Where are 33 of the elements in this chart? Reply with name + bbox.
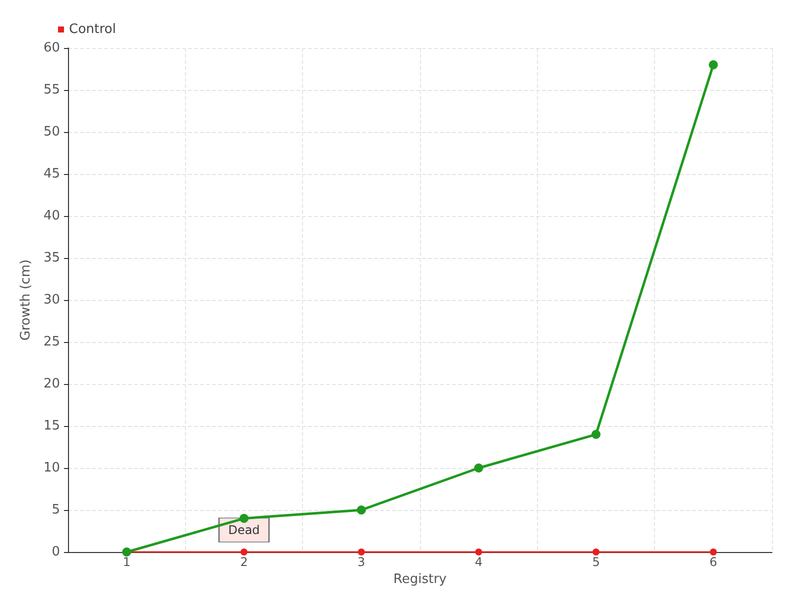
y-tick-label: 0	[52, 544, 60, 560]
x-tick-label: 5	[592, 555, 600, 569]
y-tick-label: 55	[43, 82, 60, 98]
y-axis-title: Growth (cm)	[18, 259, 34, 341]
y-tick-label: 35	[43, 250, 60, 266]
x-axis-title: Registry	[393, 572, 447, 587]
point	[474, 464, 484, 472]
point	[358, 548, 365, 556]
x-tick-label: 6	[710, 555, 718, 569]
y-tick-label: 60	[43, 40, 60, 56]
y-tick-label: 10	[43, 460, 60, 476]
point	[240, 514, 248, 523]
y-tick-label: 5	[52, 502, 60, 518]
x-tick-label: 2	[240, 555, 248, 569]
y-tick-label: 30	[43, 292, 60, 308]
point	[592, 430, 600, 439]
annotation: Dead	[228, 523, 260, 537]
point	[356, 506, 366, 514]
legend-label: Control	[69, 22, 116, 37]
x-tick-label: 3	[358, 555, 366, 569]
point	[708, 60, 718, 70]
point	[240, 548, 248, 556]
point	[710, 548, 717, 556]
y-tick-label: 20	[43, 376, 60, 392]
y-tick-label: 40	[43, 208, 60, 224]
y-tick-label: 50	[43, 124, 60, 140]
x-tick-label: 4	[474, 555, 482, 569]
point	[592, 548, 600, 556]
x-tick-label: 1	[122, 555, 130, 569]
y-tick-label: 15	[43, 418, 60, 434]
y-tick-label: 25	[43, 334, 60, 350]
y-tick-label: 45	[43, 166, 60, 182]
point	[475, 548, 482, 556]
